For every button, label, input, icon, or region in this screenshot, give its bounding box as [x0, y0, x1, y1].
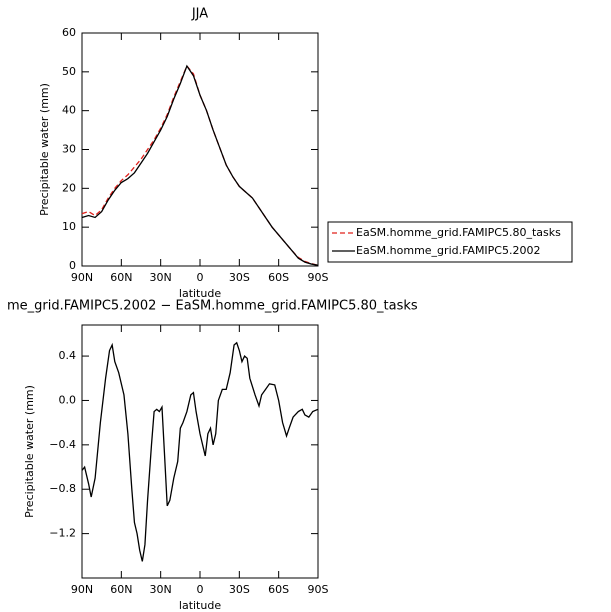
- x-tick-label: 90N: [71, 583, 93, 596]
- x-tick-label: 60N: [110, 583, 132, 596]
- y-tick-label: 0: [69, 259, 76, 272]
- x-tick-label: 60N: [110, 271, 132, 284]
- y-tick-label: 40: [62, 104, 76, 117]
- y-tick-label: 50: [62, 65, 76, 78]
- legend-box: [327, 221, 573, 263]
- x-tick-label: 90N: [71, 271, 93, 284]
- x-tick-label: 60S: [268, 271, 289, 284]
- plot-frame: [81, 32, 319, 267]
- x-tick-label: 60S: [268, 583, 289, 596]
- x-tick-label: 0: [197, 271, 204, 284]
- x-tick-label: 90S: [308, 583, 329, 596]
- x-tick-label: 30S: [229, 271, 250, 284]
- series-line: [81, 64, 319, 266]
- plot-frame: [81, 324, 319, 579]
- chart-title: JJA: [191, 7, 208, 22]
- x-tick-label: 0: [197, 583, 204, 596]
- x-tick-label: 30N: [150, 271, 172, 284]
- y-tick-label: −1.2: [49, 527, 76, 540]
- x-axis-title: latitude: [179, 287, 221, 300]
- y-tick-label: 30: [62, 143, 76, 156]
- y-tick-label: 0.4: [59, 349, 77, 362]
- y-tick-label: 20: [62, 181, 76, 194]
- series-line: [81, 341, 319, 562]
- y-tick-label: −0.4: [49, 438, 76, 451]
- x-axis-title: latitude: [179, 599, 221, 612]
- y-tick-label: 0.0: [59, 393, 77, 406]
- x-tick-label: 30S: [229, 583, 250, 596]
- chart-title: me_grid.FAMIPC5.2002 − EaSM.homme_grid.F…: [7, 299, 418, 314]
- y-tick-label: −0.8: [49, 482, 76, 495]
- y-tick-label: 60: [62, 26, 76, 39]
- x-tick-label: 90S: [308, 271, 329, 284]
- y-axis-title: Precipitable water (mm): [38, 83, 51, 216]
- y-tick-label: 10: [62, 220, 76, 233]
- legend-label: EaSM.homme_grid.FAMIPC5.2002: [356, 244, 540, 257]
- y-axis-title: Precipitable water (mm): [23, 385, 36, 518]
- legend-label: EaSM.homme_grid.FAMIPC5.80_tasks: [356, 226, 561, 239]
- x-tick-label: 30N: [150, 583, 172, 596]
